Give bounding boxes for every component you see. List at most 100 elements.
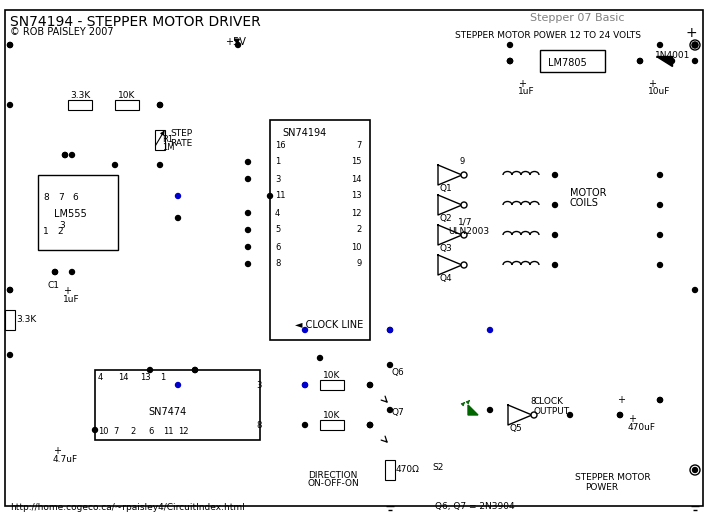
Circle shape (157, 163, 163, 167)
Circle shape (302, 423, 307, 428)
Text: 3.3K: 3.3K (70, 92, 90, 101)
Text: +: + (53, 446, 61, 456)
Text: S2: S2 (432, 463, 443, 472)
Text: C1: C1 (48, 280, 60, 290)
Circle shape (302, 382, 307, 388)
Circle shape (246, 210, 251, 216)
Text: 1M: 1M (162, 143, 174, 153)
Circle shape (367, 382, 372, 388)
Text: Q6, Q7 = 2N3904: Q6, Q7 = 2N3904 (435, 502, 515, 512)
Text: Q4: Q4 (440, 275, 452, 283)
Circle shape (461, 262, 467, 268)
Circle shape (147, 367, 152, 373)
Bar (320, 380, 344, 390)
Text: SN74194 - STEPPER MOTOR DRIVER: SN74194 - STEPPER MOTOR DRIVER (10, 15, 261, 29)
Text: Q2: Q2 (440, 215, 452, 224)
Circle shape (157, 103, 163, 107)
Text: 8: 8 (530, 396, 535, 405)
Circle shape (692, 42, 698, 48)
Circle shape (236, 43, 241, 47)
Text: POWER: POWER (585, 482, 618, 491)
Text: Stepper 07 Basic: Stepper 07 Basic (530, 13, 624, 23)
Text: 10K: 10K (324, 371, 341, 380)
Circle shape (8, 353, 13, 357)
Circle shape (488, 328, 493, 332)
Polygon shape (438, 225, 462, 245)
Text: Q6: Q6 (391, 368, 404, 378)
Circle shape (692, 58, 697, 64)
Circle shape (552, 232, 557, 238)
Text: 13: 13 (140, 374, 151, 382)
Circle shape (508, 58, 513, 64)
Bar (115, 100, 139, 110)
Bar (270, 120, 370, 340)
Text: 1: 1 (275, 157, 280, 167)
Text: 7: 7 (58, 192, 64, 202)
Text: 7: 7 (357, 141, 362, 150)
Bar (155, 130, 165, 150)
Text: 8: 8 (43, 192, 49, 202)
Circle shape (246, 262, 251, 267)
Circle shape (367, 423, 372, 428)
Text: +: + (628, 414, 636, 424)
Circle shape (302, 328, 307, 332)
Circle shape (617, 413, 622, 417)
Text: 1uF: 1uF (518, 88, 535, 96)
Text: 3.3K: 3.3K (16, 316, 36, 325)
Text: 2: 2 (357, 226, 362, 234)
Circle shape (552, 263, 557, 267)
Text: 5: 5 (275, 226, 280, 234)
Circle shape (658, 398, 663, 403)
Text: CLOCK: CLOCK (533, 398, 563, 406)
Bar (320, 420, 344, 430)
Circle shape (176, 216, 181, 220)
Circle shape (387, 363, 392, 367)
Text: SN7474: SN7474 (148, 407, 186, 417)
Text: 11: 11 (275, 192, 285, 201)
Circle shape (246, 228, 251, 232)
Polygon shape (438, 165, 462, 185)
Text: 10: 10 (98, 428, 108, 437)
Text: COILS: COILS (570, 198, 599, 208)
Circle shape (508, 58, 513, 64)
Circle shape (317, 355, 323, 361)
Circle shape (461, 202, 467, 208)
Text: 2: 2 (57, 228, 62, 237)
Polygon shape (656, 56, 672, 66)
Circle shape (461, 172, 467, 178)
Circle shape (488, 407, 493, 413)
Text: 13: 13 (351, 192, 362, 201)
Polygon shape (438, 255, 462, 275)
Circle shape (387, 328, 392, 332)
Text: +: + (685, 26, 697, 40)
Text: 9: 9 (460, 156, 465, 166)
Text: 11: 11 (163, 428, 173, 437)
Text: © ROB PAISLEY 2007: © ROB PAISLEY 2007 (10, 27, 113, 37)
Text: +5V: +5V (225, 37, 246, 47)
Text: 1/7: 1/7 (458, 217, 472, 227)
Text: ◄ CLOCK LINE: ◄ CLOCK LINE (295, 320, 363, 330)
Circle shape (637, 58, 642, 64)
Text: 14: 14 (351, 175, 362, 183)
Circle shape (62, 153, 67, 157)
Circle shape (658, 203, 663, 207)
Circle shape (692, 288, 697, 292)
Circle shape (113, 163, 118, 167)
Circle shape (692, 467, 697, 473)
Circle shape (246, 244, 251, 250)
Circle shape (176, 382, 181, 388)
Text: Q7: Q7 (391, 408, 404, 417)
Circle shape (508, 58, 513, 64)
Circle shape (8, 43, 13, 47)
Text: 1: 1 (43, 228, 49, 237)
Text: MOTOR: MOTOR (570, 188, 607, 198)
Text: STEPPER MOTOR: STEPPER MOTOR (575, 473, 651, 481)
Circle shape (193, 367, 198, 373)
Text: 1: 1 (160, 374, 165, 382)
Bar (68, 100, 92, 110)
Text: 470Ω: 470Ω (396, 465, 420, 475)
Text: STEP: STEP (170, 129, 192, 138)
Circle shape (552, 172, 557, 178)
Circle shape (568, 413, 573, 417)
Circle shape (302, 382, 307, 388)
